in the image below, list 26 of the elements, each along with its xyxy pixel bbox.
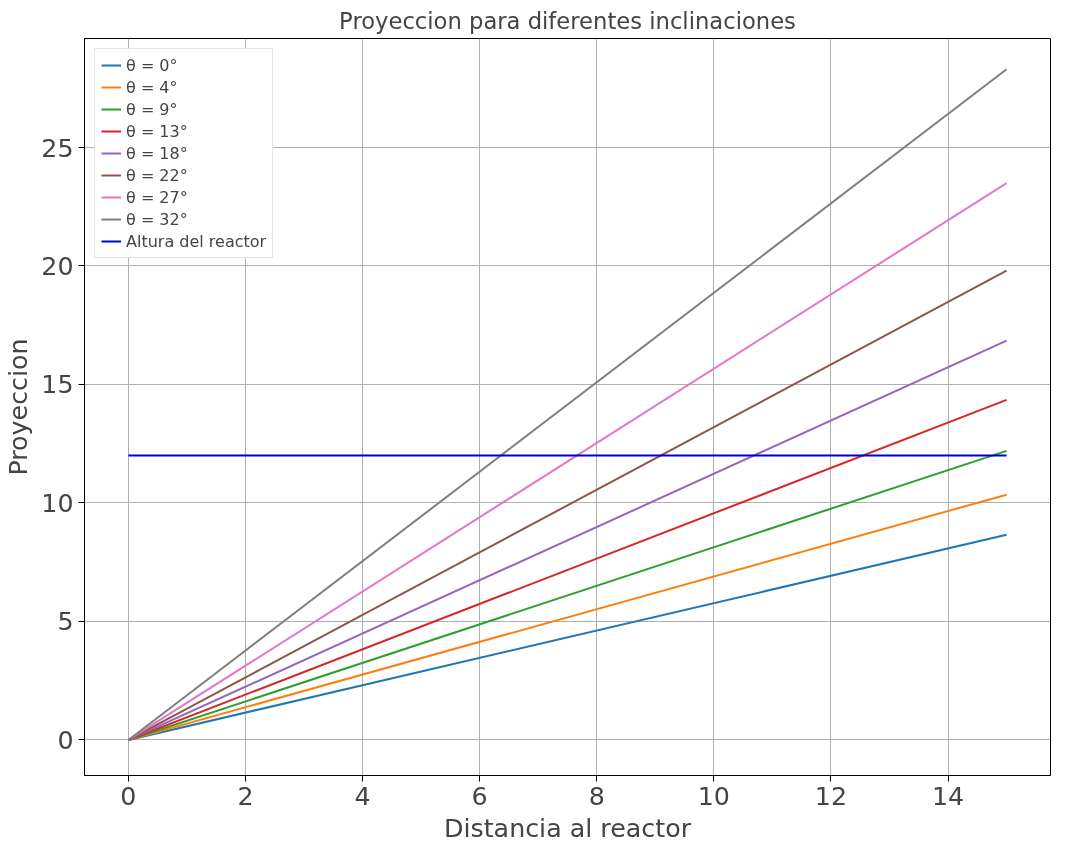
legend-label: θ = 22° <box>126 165 188 185</box>
x-axis-title: Distancia al reactor <box>443 812 692 843</box>
y-tick-label: 25 <box>41 132 74 163</box>
x-tick-label: 14 <box>931 780 965 811</box>
legend-label: θ = 32° <box>126 209 188 229</box>
legend-label: θ = 18° <box>126 143 188 163</box>
x-tick-label: 6 <box>471 780 488 811</box>
legend-label: θ = 9° <box>126 99 178 119</box>
x-tick-label: 0 <box>120 780 137 811</box>
x-tick-label: 10 <box>697 780 730 811</box>
legend-label: Altura del reactor <box>126 231 267 251</box>
x-tick-label: 12 <box>814 780 848 811</box>
y-tick-label: 0 <box>57 724 74 755</box>
legend-label: θ = 13° <box>126 121 188 141</box>
x-tick-label: 4 <box>354 780 371 811</box>
y-axis-title: Proyeccion <box>3 338 34 476</box>
x-tick-label: 2 <box>237 780 254 811</box>
y-tick-label: 10 <box>41 487 74 518</box>
x-tick-label: 8 <box>588 780 605 811</box>
legend-label: θ = 27° <box>126 187 188 207</box>
y-tick-label: 5 <box>57 606 74 637</box>
y-tick-label: 20 <box>41 251 74 281</box>
legend-label: θ = 4° <box>126 77 178 97</box>
y-tick-label: 15 <box>41 369 74 400</box>
legend-label: θ = 0° <box>126 55 178 75</box>
chart-title: Proyeccion para diferentes inclinaciones <box>339 7 796 34</box>
